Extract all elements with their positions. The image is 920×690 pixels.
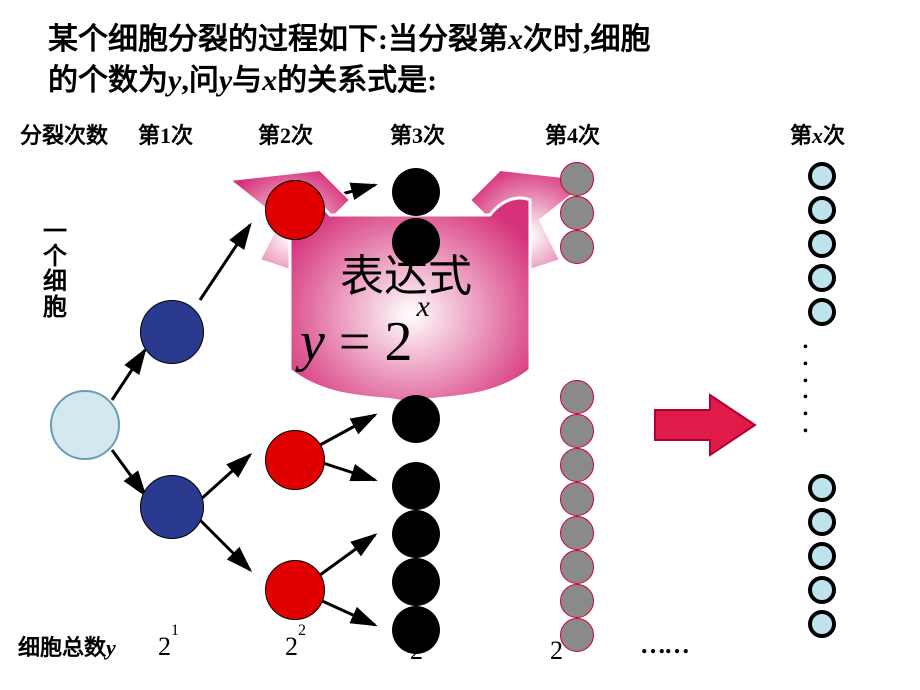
title-var-y1: y xyxy=(168,64,181,97)
cell-genx-top-3 xyxy=(808,264,836,292)
cell-genx-bot-3 xyxy=(808,576,836,604)
gen-label-1: 第1次 xyxy=(138,118,193,150)
cell-gen4-7 xyxy=(560,516,594,550)
title-text-2: 次时,细胞 xyxy=(523,23,651,56)
cell-gen4-4 xyxy=(560,414,594,448)
cell-gen3-4 xyxy=(392,510,440,558)
cell-genx-bot-0 xyxy=(808,474,836,502)
title-var-x: x xyxy=(508,23,523,56)
cell-gen1-1 xyxy=(140,475,204,539)
split-arrow-7 xyxy=(320,415,375,445)
power-formula-1: 21 xyxy=(158,632,179,662)
title-text-3: 的个数为 xyxy=(48,64,168,97)
cell-initial xyxy=(50,390,120,460)
split-arrow-1 xyxy=(112,450,145,495)
title-var-x2: x xyxy=(262,64,277,97)
cell-gen4-0 xyxy=(560,162,594,196)
cell-gen4-10 xyxy=(560,618,594,652)
formula-eq: = xyxy=(325,311,385,373)
cell-gen2-1 xyxy=(265,430,325,490)
cell-genx-top-0 xyxy=(808,162,836,190)
cell-gen4-8 xyxy=(560,550,594,584)
gen-label-5: 第x次 xyxy=(790,118,845,150)
title-text-4: ,问 xyxy=(181,64,219,97)
cell-gen4-9 xyxy=(560,584,594,618)
split-arrow-5 xyxy=(320,185,375,200)
cell-genx-top-4 xyxy=(808,298,836,326)
split-count-label: 分裂次数 xyxy=(20,118,108,150)
split-arrow-2 xyxy=(200,225,250,300)
cell-genx-top-1 xyxy=(808,196,836,224)
gen-label-3: 第3次 xyxy=(390,118,445,150)
ellipsis-bottom: …… xyxy=(640,630,688,660)
title-var-y2: y xyxy=(219,64,232,97)
cell-gen4-1 xyxy=(560,196,594,230)
split-arrow-4 xyxy=(200,520,250,570)
split-arrow-3 xyxy=(200,455,250,500)
cell-total-text: 细胞总数 xyxy=(18,635,106,660)
formula-y: y xyxy=(300,311,325,373)
cell-gen4-3 xyxy=(560,380,594,414)
cell-gen4-5 xyxy=(560,448,594,482)
cell-total-var: y xyxy=(106,635,116,660)
big-arrow-icon xyxy=(650,390,760,460)
cell-gen2-2 xyxy=(265,560,325,620)
split-arrow-6 xyxy=(320,220,375,240)
cell-total-label: 细胞总数y xyxy=(18,630,116,662)
cell-genx-bot-2 xyxy=(808,542,836,570)
split-arrow-10 xyxy=(320,600,375,625)
title-text-5: 与 xyxy=(232,64,262,97)
single-cell-label: 一个细胞 xyxy=(42,220,68,321)
cell-gen4-2 xyxy=(560,230,594,264)
problem-title: 某个细胞分裂的过程如下:当分裂第x次时,细胞 的个数为y,问y与x的关系式是: xyxy=(48,20,880,101)
title-text-1: 某个细胞分裂的过程如下:当分裂第 xyxy=(48,23,508,56)
cell-gen3-2 xyxy=(392,395,440,443)
formula-exp: x xyxy=(416,290,429,323)
expression-formula: y = 2x xyxy=(300,310,426,374)
cell-genx-bot-4 xyxy=(808,610,836,638)
expression-label: 表达式 xyxy=(340,240,472,304)
cell-gen4-6 xyxy=(560,482,594,516)
split-arrow-8 xyxy=(320,462,375,480)
cell-gen1-0 xyxy=(140,300,204,364)
gen-label-4: 第4次 xyxy=(545,118,600,150)
cell-genx-bot-1 xyxy=(808,508,836,536)
arrow-layer xyxy=(0,0,920,690)
cell-gen3-6 xyxy=(392,606,440,654)
cell-gen3-5 xyxy=(392,558,440,606)
power-formula-2: 22 xyxy=(285,632,306,662)
cell-gen3-0 xyxy=(392,168,440,216)
split-arrow-0 xyxy=(112,350,145,400)
title-text-6: 的关系式是: xyxy=(277,64,437,97)
vertical-ellipsis: •••••• xyxy=(803,340,808,441)
cell-gen2-0 xyxy=(265,180,325,240)
formula-base: 2 xyxy=(384,311,412,373)
split-arrow-9 xyxy=(320,535,375,575)
gen-label-2: 第2次 xyxy=(258,118,313,150)
cell-genx-top-2 xyxy=(808,230,836,258)
cell-gen3-3 xyxy=(392,462,440,510)
